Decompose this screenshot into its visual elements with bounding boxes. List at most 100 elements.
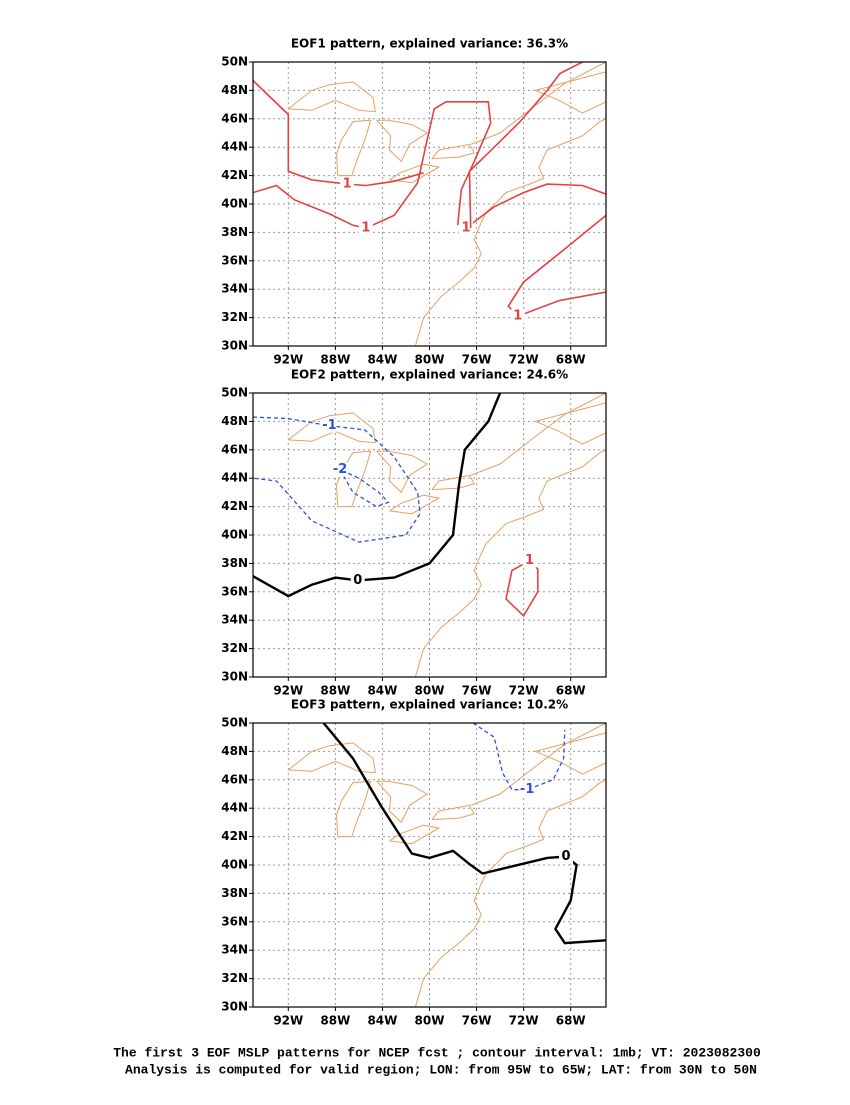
caption-line: Analysis is computed for valid region; L… <box>125 1062 757 1077</box>
lat-tick-label: 46N <box>221 111 248 125</box>
contour-label-bg <box>510 309 525 324</box>
panel-frame <box>252 61 607 347</box>
lat-tick-label: 38N <box>221 556 248 570</box>
lon-tick-label: 80W <box>415 353 445 367</box>
contour-label: 1 <box>513 309 522 324</box>
contour-label: -1 <box>322 418 336 433</box>
contour-label: 0 <box>353 573 362 588</box>
lat-tick-label: 46N <box>221 772 248 786</box>
coastline <box>335 780 372 838</box>
lon-tick-label: 88W <box>320 684 350 698</box>
lon-tick-label: 84W <box>367 684 397 698</box>
coastline <box>431 474 475 491</box>
panel-frame <box>252 392 607 678</box>
lon-tick-label: 92W <box>273 1014 303 1028</box>
coastline <box>287 412 377 444</box>
caption-line: The first 3 EOF MSLP patterns for NCEP f… <box>113 1045 761 1060</box>
contour-label-bg <box>558 849 573 864</box>
lon-tick-label: 68W <box>556 353 586 367</box>
lat-tick-label: 38N <box>221 886 248 900</box>
lat-tick-label: 32N <box>221 971 248 985</box>
coastline <box>389 163 441 184</box>
lat-tick-label: 46N <box>221 442 248 456</box>
lat-tick-label: 48N <box>221 83 248 97</box>
contour-line <box>472 723 566 791</box>
contour-line <box>253 393 502 598</box>
lat-tick-label: 50N <box>221 386 248 400</box>
coastline <box>376 119 429 163</box>
contour-line <box>468 62 583 229</box>
lat-tick-label: 48N <box>221 744 248 758</box>
lat-tick-label: 30N <box>221 670 248 684</box>
panel-title: EOF3 pattern, explained variance: 10.2% <box>291 698 568 712</box>
contour-label: -1 <box>520 782 534 797</box>
coastline <box>533 71 606 114</box>
lat-tick-label: 40N <box>221 858 248 872</box>
map-panel: 1 1 1 1 <box>253 62 606 346</box>
coastline <box>376 780 429 824</box>
lat-tick-label: 48N <box>221 414 248 428</box>
lat-tick-label: 40N <box>221 197 248 211</box>
contour-label: 1 <box>525 553 534 568</box>
panel-frame <box>252 722 607 1008</box>
contour-label-bg <box>333 462 348 477</box>
lon-tick-label: 68W <box>556 684 586 698</box>
lon-tick-label: 80W <box>415 684 445 698</box>
contour-label-bg <box>522 553 537 568</box>
contour-line <box>253 101 492 229</box>
contour-label: 0 <box>561 849 570 864</box>
contour-label-bg <box>520 782 535 797</box>
coastline <box>389 494 441 515</box>
contour-line <box>465 183 606 229</box>
lat-tick-label: 50N <box>221 716 248 730</box>
contour-line <box>253 79 424 187</box>
lat-tick-label: 42N <box>221 168 248 182</box>
coastline <box>389 824 441 845</box>
lat-tick-label: 44N <box>221 801 248 815</box>
coastline <box>470 62 606 145</box>
lat-tick-label: 30N <box>221 339 248 353</box>
panel-title: EOF1 pattern, explained variance: 36.3% <box>291 37 568 51</box>
panel-title: EOF2 pattern, explained variance: 24.6% <box>291 368 568 382</box>
contour-label-bg <box>358 221 373 236</box>
coastline <box>376 450 429 494</box>
coastline <box>431 143 475 160</box>
lon-tick-label: 68W <box>556 1014 586 1028</box>
lat-tick-label: 42N <box>221 499 248 513</box>
lat-tick-label: 32N <box>221 641 248 655</box>
lon-tick-label: 92W <box>273 353 303 367</box>
coastline <box>533 402 606 445</box>
lon-tick-label: 72W <box>509 353 539 367</box>
coastline <box>414 118 606 346</box>
coastline <box>414 779 606 1007</box>
lon-tick-label: 76W <box>462 1014 492 1028</box>
lat-tick-label: 32N <box>221 310 248 324</box>
lat-tick-label: 40N <box>221 528 248 542</box>
lat-tick-label: 36N <box>221 914 248 928</box>
coastline <box>431 804 475 821</box>
coastline <box>533 732 606 775</box>
lat-tick-label: 38N <box>221 225 248 239</box>
lat-tick-label: 30N <box>221 1000 248 1014</box>
contour-label-bg <box>350 573 365 588</box>
coastline <box>414 449 606 677</box>
lat-tick-label: 36N <box>221 253 248 267</box>
coastline <box>287 81 377 113</box>
lat-tick-label: 34N <box>221 613 248 627</box>
lon-tick-label: 84W <box>367 353 397 367</box>
coastline <box>335 119 372 177</box>
lat-tick-label: 36N <box>221 584 248 598</box>
lon-tick-label: 72W <box>509 684 539 698</box>
contour-label: 1 <box>343 177 352 192</box>
lon-tick-label: 92W <box>273 684 303 698</box>
contour-line <box>253 416 421 543</box>
lon-tick-label: 80W <box>415 1014 445 1028</box>
lon-tick-label: 88W <box>320 1014 350 1028</box>
lon-tick-label: 88W <box>320 353 350 367</box>
lon-tick-label: 72W <box>509 1014 539 1028</box>
contour-label: -2 <box>333 462 347 477</box>
lat-tick-label: 44N <box>221 140 248 154</box>
lat-tick-label: 44N <box>221 471 248 485</box>
lon-tick-label: 76W <box>462 353 492 367</box>
